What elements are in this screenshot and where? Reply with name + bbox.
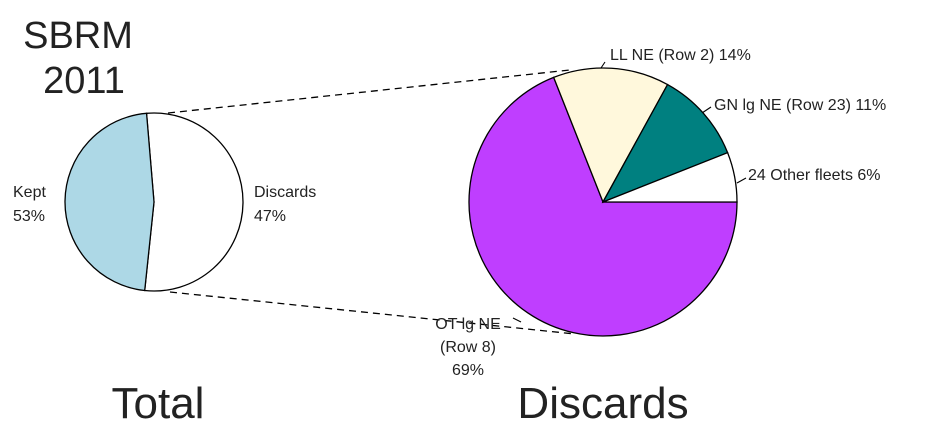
labels-discards: LL NE (Row 2) 14% GN lg NE (Row 23) 11% …	[435, 47, 886, 379]
connector-line-top	[167, 69, 571, 114]
slice-label-ot-lg-ne-line-1: OT lg NE	[435, 316, 501, 333]
pie-slice-ot-lg-ne-row-8-69	[468, 76, 738, 337]
pie-total-title: Total	[112, 379, 205, 423]
labels-total: Kept 53% Discards 47%	[13, 184, 316, 225]
pie-slice-discards	[64, 112, 155, 292]
slice-percent-discards: 47%	[254, 208, 286, 225]
label-leader-4	[512, 317, 522, 323]
slice-label-other-fleets: 24 Other fleets 6%	[748, 167, 881, 184]
slice-label-ot-lg-ne-line-3: 69%	[452, 362, 484, 379]
connector-lines	[167, 61, 747, 335]
label-leader-1	[600, 61, 606, 69]
slice-label-kept: Kept	[13, 184, 46, 201]
slice-label-ll-ne: LL NE (Row 2) 14%	[610, 47, 751, 64]
figure-title-line-2: 2011	[43, 60, 125, 102]
pie-slice-24-other-fleets-6	[602, 151, 738, 203]
slice-label-discards: Discards	[254, 184, 316, 201]
connector-line-bottom	[169, 291, 576, 335]
label-leader-2	[701, 106, 712, 114]
figure-title-line-1: SBRM	[23, 15, 133, 57]
pie-total	[64, 112, 244, 292]
pie-slice-gn-lg-ne-row-23-11	[601, 83, 729, 204]
slice-percent-kept: 53%	[13, 208, 45, 225]
pie-discards	[468, 67, 738, 337]
pie-slice-ll-ne-row-2-14	[552, 67, 669, 204]
slice-label-gn-lg-ne: GN lg NE (Row 23) 11%	[714, 97, 886, 114]
slice-label-ot-lg-ne-line-2: (Row 8)	[440, 339, 496, 356]
pie-discards-title: Discards	[517, 379, 688, 423]
pie-slice-kept	[143, 112, 244, 292]
label-leader-3	[736, 177, 747, 184]
